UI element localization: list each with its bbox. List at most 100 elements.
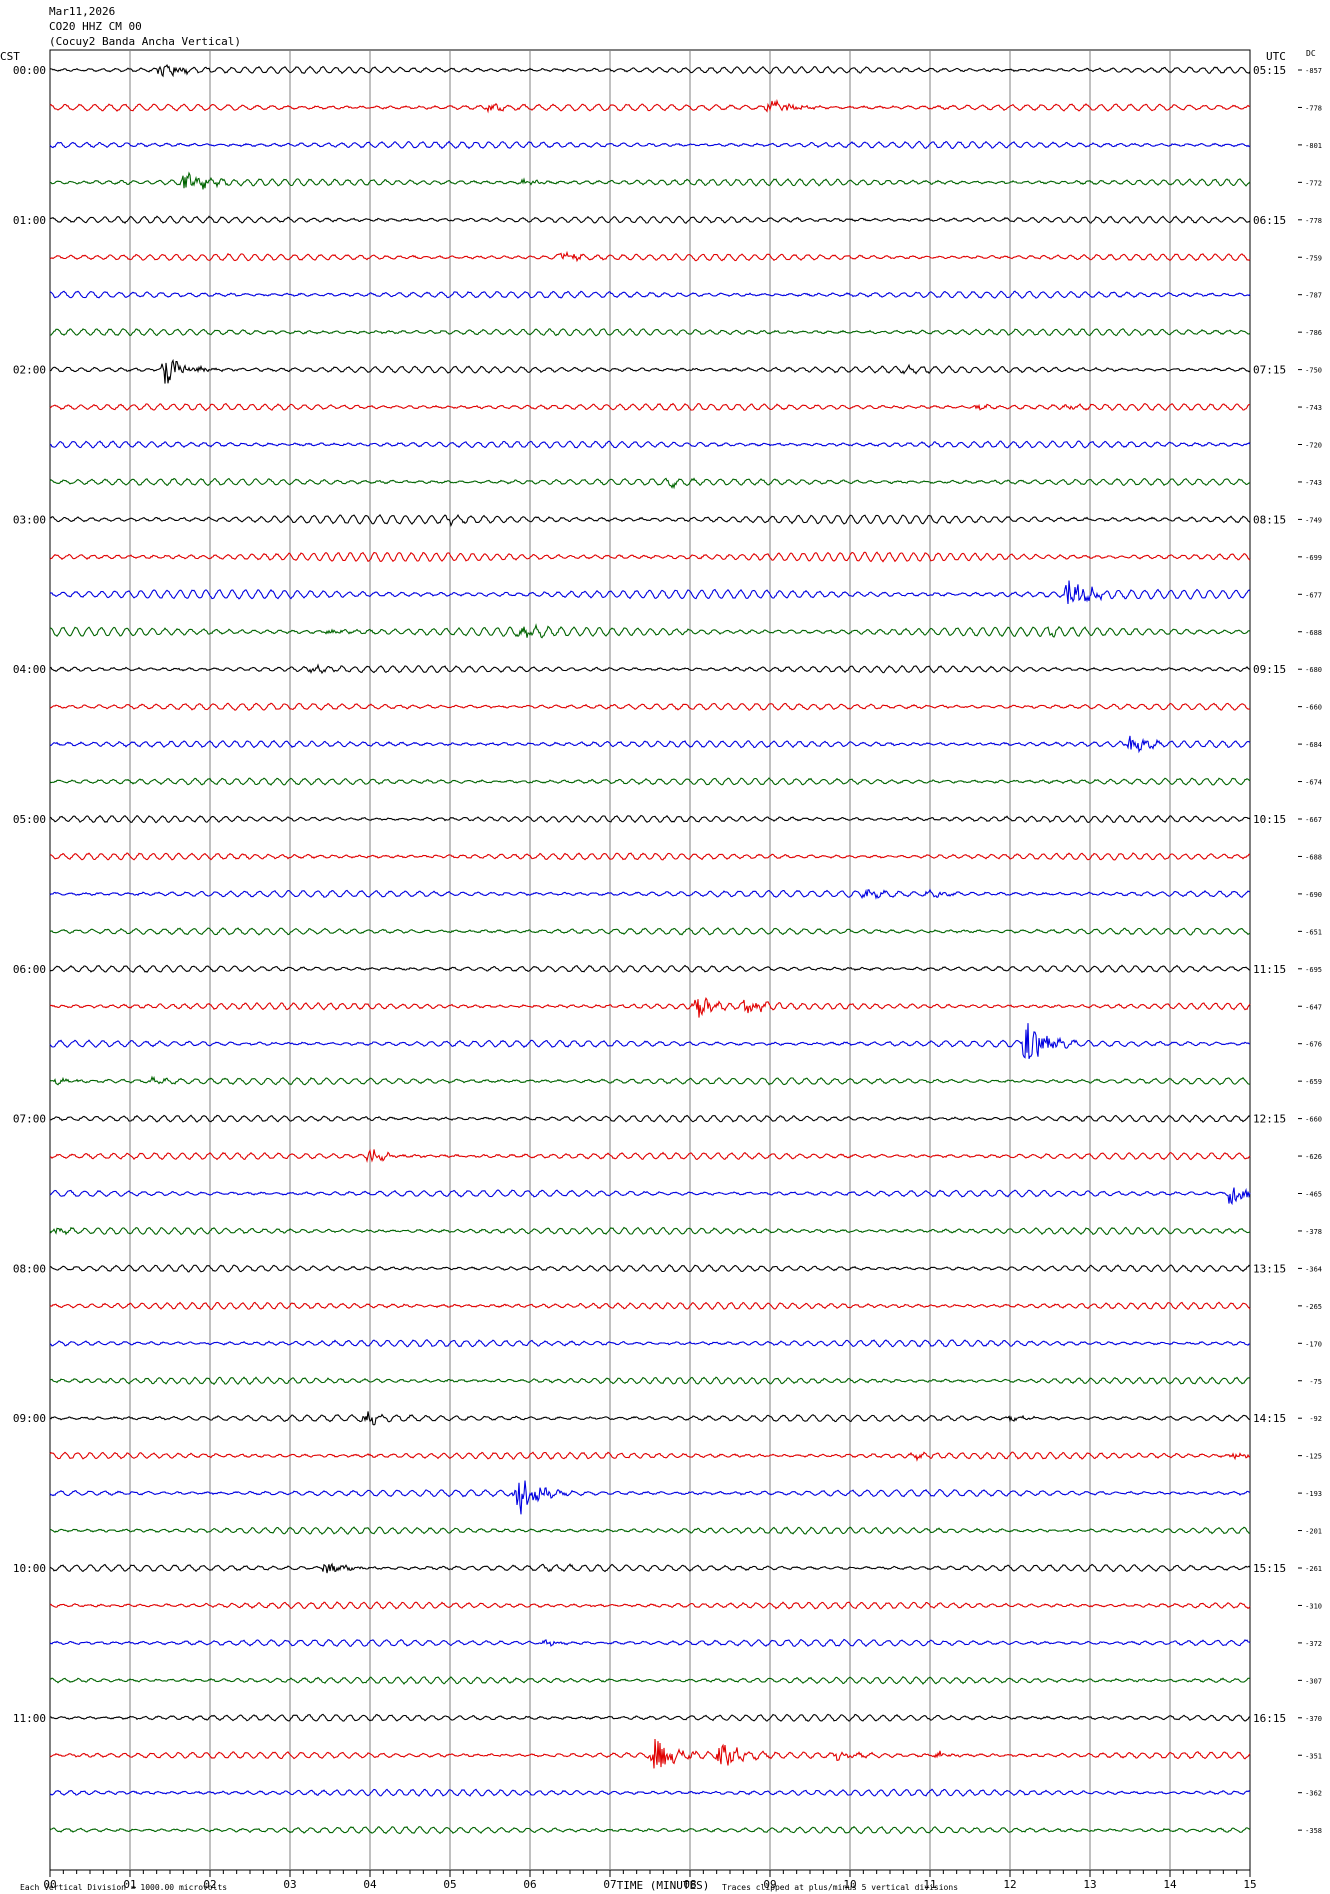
trace-row-30	[49, 1187, 1251, 1206]
trace-row-40	[49, 1562, 1251, 1574]
dc-offset-label: -125	[1305, 1453, 1322, 1461]
trace-row-22	[49, 888, 1251, 900]
trace-row-34	[49, 1339, 1251, 1348]
right-timezone-label: UTC	[1266, 50, 1286, 63]
dc-offset-label: -677	[1305, 591, 1322, 599]
trace-row-25	[49, 997, 1251, 1018]
dc-offset-label: -310	[1305, 1602, 1322, 1610]
dc-offset-label: -778	[1305, 217, 1322, 225]
dc-offset-label: -372	[1305, 1640, 1322, 1648]
left-hour-label: 02:00	[13, 364, 46, 377]
trace-row-9	[49, 402, 1250, 412]
x-tick-label: 06	[523, 1878, 536, 1891]
x-tick-label: 00	[43, 1878, 56, 1891]
dc-offset-label: -743	[1305, 479, 1322, 487]
trace-row-33	[49, 1301, 1251, 1311]
dc-header-label: DC	[1306, 49, 1316, 58]
trace-row-27	[49, 1075, 1251, 1086]
dc-offset-label: -358	[1305, 1827, 1322, 1835]
right-hour-label: 16:15	[1253, 1712, 1286, 1725]
trace-row-29	[49, 1148, 1251, 1163]
right-hour-label: 14:15	[1253, 1412, 1286, 1425]
dc-offset-label: -674	[1305, 779, 1322, 787]
right-hour-label: 06:15	[1253, 214, 1286, 227]
dc-offset-label: -193	[1305, 1490, 1322, 1498]
dc-offset-label: -265	[1305, 1303, 1322, 1311]
left-hour-label: 01:00	[13, 214, 46, 227]
trace-row-17	[49, 702, 1250, 711]
right-hour-label: 13:15	[1253, 1262, 1286, 1275]
left-hour-label: 07:00	[13, 1113, 46, 1126]
trace-row-7	[50, 327, 1251, 337]
trace-row-13	[49, 551, 1251, 563]
dc-offset-label: -351	[1305, 1752, 1322, 1760]
trace-row-28	[50, 1114, 1251, 1123]
dc-offset-label: -92	[1309, 1415, 1322, 1423]
trace-row-8	[49, 358, 1251, 384]
chart-date: Mar11,2026	[49, 5, 115, 18]
dc-offset-label: -801	[1305, 142, 1322, 150]
right-hour-label: 07:15	[1253, 364, 1286, 377]
left-hour-label: 08:00	[13, 1262, 46, 1275]
trace-row-6	[49, 290, 1251, 299]
trace-row-5	[49, 250, 1251, 263]
dc-offset-label: -787	[1305, 292, 1322, 300]
trace-row-4	[49, 215, 1251, 225]
dc-offset-label: -688	[1305, 853, 1322, 861]
dc-offset-label: -759	[1305, 254, 1322, 262]
dc-offset-label: -676	[1305, 1041, 1322, 1049]
dc-offset-label: -364	[1305, 1265, 1322, 1273]
trace-layer	[49, 64, 1251, 1835]
left-hour-label: 04:00	[13, 663, 46, 676]
dc-offset-label: -660	[1305, 704, 1322, 712]
x-tick-label: 13	[1083, 1878, 1096, 1891]
dc-offset-label: -626	[1305, 1153, 1322, 1161]
dc-offset-label: -680	[1305, 666, 1322, 674]
dc-offset-label: -720	[1305, 442, 1322, 450]
dc-offset-label: -667	[1305, 816, 1322, 824]
dc-offset-label: -659	[1305, 1078, 1322, 1086]
right-hour-label: 12:15	[1253, 1113, 1286, 1126]
scale-note: Each Vertical Division = 1000.00 microvo…	[20, 1883, 227, 1892]
trace-row-42	[49, 1638, 1251, 1648]
plot-frame	[49, 49, 1251, 1871]
trace-row-16	[49, 663, 1251, 675]
trace-row-43	[49, 1676, 1251, 1685]
trace-row-1	[49, 98, 1251, 114]
left-hour-label: 00:00	[13, 64, 46, 77]
x-tick-label: 14	[1163, 1878, 1177, 1891]
chart-station: CO20 HHZ CM 00	[49, 20, 142, 33]
x-tick-label: 05	[443, 1878, 456, 1891]
trace-row-3	[50, 171, 1251, 190]
left-timezone-label: CST	[0, 50, 20, 63]
x-tick-label: 08	[683, 1878, 696, 1891]
trace-row-24	[49, 964, 1251, 974]
dc-offset-label: -378	[1305, 1228, 1322, 1236]
trace-row-21	[49, 852, 1251, 861]
left-hour-label: 10:00	[13, 1562, 46, 1575]
dc-offset-label: -75	[1309, 1378, 1322, 1386]
right-hour-label: 11:15	[1253, 963, 1286, 976]
dc-offset-label: -857	[1305, 67, 1322, 75]
x-tick-label: 01	[123, 1878, 136, 1891]
dc-offset-label: -465	[1305, 1191, 1322, 1199]
x-axis-label: TIME (MINUTES)	[617, 1879, 710, 1892]
dc-offset-label: -201	[1305, 1528, 1322, 1536]
trace-row-18	[49, 735, 1251, 754]
x-tick-label: 09	[763, 1878, 776, 1891]
dc-offset-label: -370	[1305, 1715, 1322, 1723]
trace-row-39	[49, 1526, 1251, 1535]
trace-row-47	[49, 1825, 1251, 1835]
x-tick-label: 12	[1003, 1878, 1016, 1891]
trace-row-32	[49, 1264, 1251, 1273]
clip-note: Traces clipped at plus/minus 5 vertical …	[722, 1883, 958, 1892]
dc-offset-label: -688	[1305, 629, 1322, 637]
trace-row-10	[49, 440, 1251, 449]
trace-row-26	[49, 1023, 1251, 1060]
left-hour-label: 06:00	[13, 963, 46, 976]
x-tick-label: 04	[363, 1878, 377, 1891]
chart-description: (Cocuy2 Banda Ancha Vertical)	[49, 35, 241, 48]
x-tick-label: 11	[923, 1878, 936, 1891]
trace-row-35	[49, 1376, 1251, 1386]
